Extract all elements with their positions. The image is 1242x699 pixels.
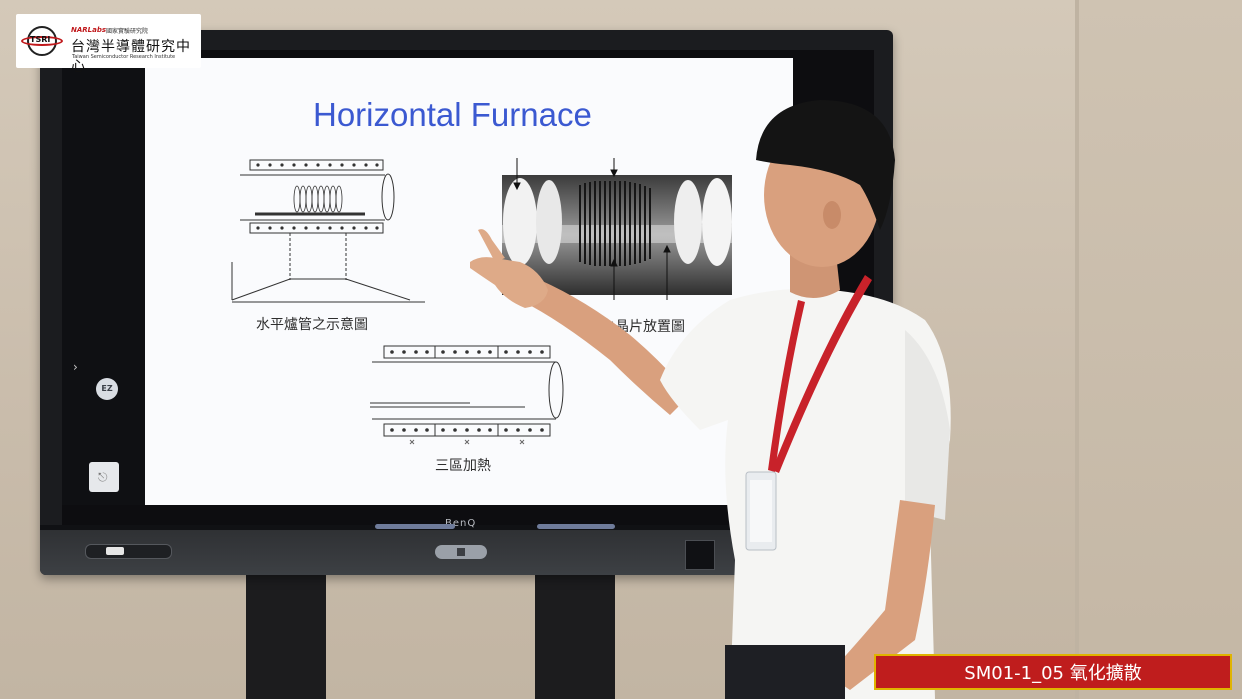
sidebar-tool-tile[interactable] — [89, 462, 119, 492]
caption-furnace-schematic: 水平爐管之示意圖 — [256, 317, 368, 333]
logo-orbit — [21, 36, 63, 46]
logo-institute-name: 台灣半導體研究中心 — [71, 39, 191, 75]
three-zone-heating-diagram — [370, 345, 564, 445]
logo-english-name: Taiwan Semiconductor Research Institute — [72, 54, 176, 60]
usb-stick — [106, 547, 124, 555]
exit-icon: ⎋ — [98, 470, 108, 484]
front-port-panel — [685, 540, 715, 570]
furnace-schematic — [231, 159, 425, 303]
stand-leg-left — [246, 572, 326, 699]
logo-mark-text: TSRI — [30, 35, 51, 44]
slide-title: Horizontal Furnace — [313, 96, 592, 133]
caption-three-zone-heating: 三區加熱 — [435, 458, 491, 474]
display-indicator-right — [537, 524, 615, 529]
display-brand-label: BenQ — [445, 518, 477, 529]
stand-leg-right — [535, 572, 615, 699]
display-sidebar — [62, 58, 145, 505]
lesson-banner: SM01-1_05 氧化擴散 — [874, 654, 1232, 690]
lesson-banner-text: SM01-1_05 氧化擴散 — [964, 663, 1142, 684]
logo-narlabs-sub: 國家實驗研究院 — [106, 28, 149, 35]
display-center-button[interactable] — [435, 545, 487, 559]
sidebar-ez-badge[interactable]: EZ — [96, 378, 118, 400]
tsri-logo: TSRI NARLabs 國家實驗研究院 台灣半導體研究中心 Taiwan Se… — [16, 14, 201, 75]
sidebar-expand-chevron-icon[interactable]: › — [73, 360, 78, 374]
wall-panel-right — [1079, 0, 1242, 699]
logo-narlabs: NARLabs — [71, 26, 107, 34]
wafer-placement-photo — [502, 158, 732, 300]
display-indicator-left — [375, 524, 455, 529]
